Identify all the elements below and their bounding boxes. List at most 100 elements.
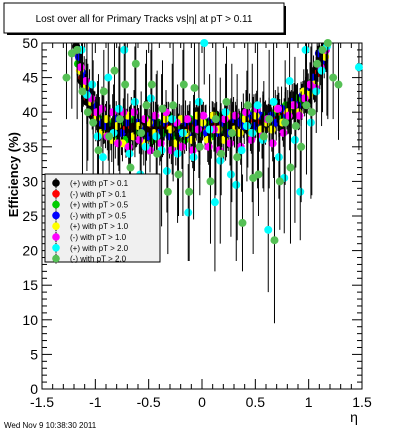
data-point <box>179 80 188 89</box>
data-point <box>286 163 295 172</box>
y-tick-label: 5 <box>30 346 38 362</box>
data-point <box>137 128 146 137</box>
legend-label: (-) with pT > 0.1 <box>70 190 127 199</box>
data-point <box>76 63 85 72</box>
data-point <box>210 198 219 207</box>
data-point <box>238 218 247 227</box>
data-point <box>152 132 161 141</box>
data-point <box>274 153 283 162</box>
data-point <box>291 122 300 131</box>
data-point <box>94 146 103 155</box>
data-point <box>194 125 203 134</box>
legend-marker <box>52 254 60 263</box>
data-point <box>78 87 87 96</box>
data-point <box>323 39 332 47</box>
data-point <box>290 101 299 110</box>
data-point <box>200 39 209 47</box>
data-point <box>265 115 274 124</box>
legend-label: (+) with pT > 1.0 <box>70 222 129 231</box>
y-tick-label: 40 <box>22 104 38 120</box>
data-point <box>163 187 172 196</box>
data-point <box>184 208 193 217</box>
data-point <box>126 163 135 172</box>
data-point <box>153 149 162 158</box>
data-point <box>130 97 139 106</box>
chart-title: Lost over all for Primary Tracks vs|η| a… <box>36 14 253 25</box>
x-tick-label: -1.5 <box>30 394 54 410</box>
data-point <box>98 153 107 162</box>
legend-marker <box>52 179 60 187</box>
data-point <box>142 101 151 110</box>
data-point <box>243 101 252 110</box>
title-box: Lost over all for Primary Tracks vs|η| a… <box>3 2 286 35</box>
footer-timestamp: Wed Nov 9 10:38:30 2011 <box>4 421 97 430</box>
data-point <box>313 59 322 68</box>
data-point <box>242 122 251 131</box>
x-tick-label: -1 <box>89 394 102 410</box>
data-point <box>104 73 113 82</box>
data-point <box>268 139 277 148</box>
y-tick-label: 10 <box>22 312 38 328</box>
data-point <box>226 139 235 148</box>
data-point <box>190 83 199 92</box>
legend-label: (+) with pT > 2.0 <box>70 244 129 253</box>
data-point <box>198 118 207 127</box>
data-point <box>188 146 197 155</box>
data-point <box>185 187 194 196</box>
data-point <box>169 101 178 110</box>
legend-label: (+) with pT > 0.5 <box>70 201 129 210</box>
data-point <box>233 153 242 162</box>
data-point <box>147 80 156 89</box>
data-point <box>227 128 236 137</box>
data-point <box>140 115 149 124</box>
data-point <box>295 111 304 120</box>
x-tick-label: 1.5 <box>352 394 372 410</box>
legend-entries: (+) with pT > 0.1 (-) with pT > 0.1 (+) wi… <box>52 178 129 264</box>
legend-label: (-) with pT > 1.0 <box>70 233 127 242</box>
data-point <box>329 73 338 82</box>
data-point <box>204 142 213 151</box>
legend: (+) with pT > 0.1 (-) with pT > 0.1 (+) wi… <box>44 173 161 264</box>
legend-marker <box>52 211 60 220</box>
data-point <box>156 139 165 148</box>
data-point <box>318 45 327 54</box>
data-point <box>93 132 102 141</box>
data-point <box>334 80 343 89</box>
data-point <box>222 97 231 106</box>
data-point <box>141 142 150 151</box>
data-point <box>317 66 326 75</box>
data-point <box>300 94 309 103</box>
data-point <box>124 142 133 151</box>
data-point <box>135 135 144 144</box>
data-point <box>259 132 268 141</box>
data-point <box>183 115 192 124</box>
data-point <box>312 87 321 96</box>
data-point <box>231 111 240 120</box>
data-point <box>211 115 220 124</box>
data-point <box>217 149 226 158</box>
data-point <box>269 97 278 106</box>
data-point <box>285 77 294 86</box>
data-point <box>221 108 230 117</box>
data-point <box>248 128 257 137</box>
data-point <box>151 111 160 120</box>
axis-tick-labels: -1.5 -1 -0.5 0 0.5 1 1.5 0 5 10 15 20 25 30 35 40 45 50 <box>22 35 372 410</box>
legend-marker <box>52 244 60 252</box>
data-point <box>174 170 183 179</box>
data-point <box>178 128 187 137</box>
data-point <box>195 142 204 151</box>
data-point <box>146 94 155 103</box>
y-tick-label: 50 <box>22 35 38 51</box>
data-point <box>178 142 187 151</box>
data-point <box>105 132 114 141</box>
legend-marker <box>52 190 60 198</box>
data-point <box>301 45 310 54</box>
data-point <box>284 111 293 120</box>
data-point <box>274 104 283 113</box>
data-point <box>98 104 107 113</box>
y-tick-label: 20 <box>22 243 38 259</box>
y-tick-label: 25 <box>22 208 38 224</box>
legend-marker <box>52 233 60 241</box>
data-point <box>216 156 225 165</box>
data-point <box>162 167 171 176</box>
